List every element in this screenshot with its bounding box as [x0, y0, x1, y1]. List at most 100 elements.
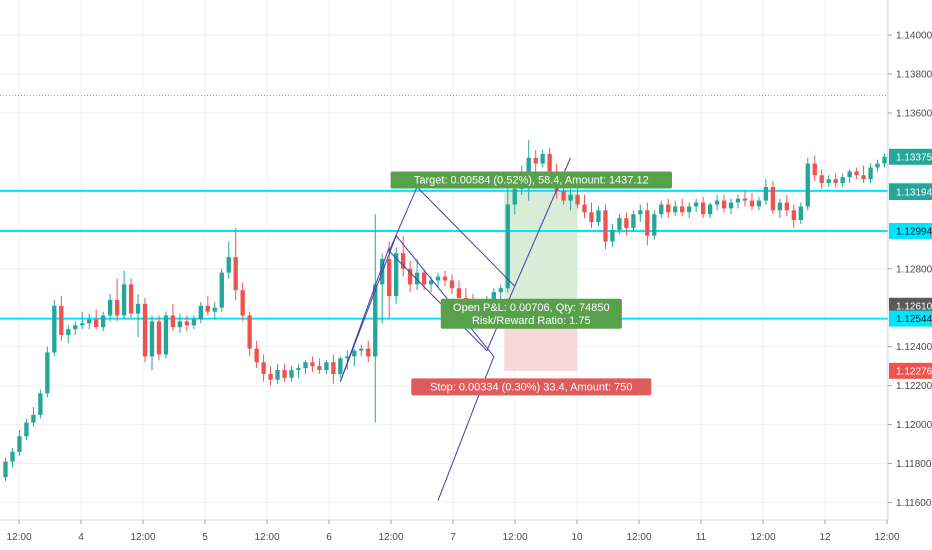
- candle-body: [331, 362, 336, 374]
- candle-body: [359, 348, 364, 351]
- candle-body: [282, 370, 287, 378]
- candle-body: [170, 315, 176, 328]
- price-tick-label: 1.11800: [896, 459, 932, 470]
- grid-lines: [0, 0, 888, 520]
- price-badge-background: [889, 362, 932, 379]
- candle-body: [742, 198, 748, 201]
- time-tick-label: 12:00: [874, 532, 899, 543]
- candle-body: [666, 204, 671, 213]
- candle-body: [707, 204, 713, 215]
- candle-body: [882, 156, 887, 164]
- candle-body: [449, 280, 455, 289]
- candle-body: [505, 204, 510, 289]
- candle-body: [156, 321, 162, 355]
- price-tick-label: 1.12200: [896, 381, 932, 392]
- price-badge-background: [889, 297, 932, 314]
- candle-body: [791, 210, 796, 221]
- time-tick-label: 10: [571, 532, 583, 543]
- candle-body: [498, 288, 503, 293]
- price-tick-label: 1.13600: [896, 108, 932, 119]
- target-zone: [504, 192, 578, 306]
- price-tick-label: 1.13800: [896, 70, 932, 81]
- candle-body: [700, 202, 706, 215]
- candle-body: [812, 163, 817, 176]
- candle-body: [338, 358, 343, 374]
- target-label-background: [390, 171, 672, 189]
- price-badge: 1.13194: [889, 184, 932, 201]
- candle-body: [428, 280, 434, 285]
- candle-body: [17, 436, 22, 452]
- candle-body: [254, 348, 259, 363]
- price-badge-background: [889, 222, 932, 239]
- candle-body: [589, 212, 594, 223]
- time-tick-label: 7: [450, 532, 456, 543]
- candle-body: [868, 167, 873, 180]
- candle-body: [149, 321, 155, 357]
- target-label: Target: 0.00584 (0.52%), 58.4, Amount: 1…: [390, 171, 672, 189]
- price-tick-label: 1.12400: [896, 342, 932, 353]
- candle-body: [261, 362, 266, 374]
- candle-body: [728, 202, 734, 209]
- time-tick-label: 12: [819, 532, 831, 543]
- candle-body: [275, 370, 280, 380]
- open-pnl-label: Open P&L: 0.00706, Qty: 74850Risk/Reward…: [440, 298, 622, 329]
- position-labels: Target: 0.00584 (0.52%), 58.4, Amount: 1…: [390, 171, 672, 396]
- candle-body: [107, 299, 113, 316]
- candle-body: [10, 451, 15, 462]
- price-badge: 1.12994: [889, 222, 932, 239]
- candle-body: [73, 325, 78, 330]
- time-axis: 12:00 4 12:00 5 12:00 6 12:00 7 12:00 10 12:00 11 12…: [0, 519, 900, 543]
- price-badge-label: 1.12610: [896, 301, 932, 312]
- candle-body: [421, 272, 427, 285]
- candle-body: [407, 268, 413, 285]
- candle-body: [610, 229, 615, 242]
- candle-body: [212, 307, 217, 312]
- stop-label: Stop: 0.00334 (0.30%) 33.4, Amount: 750: [411, 378, 652, 396]
- candle-body: [45, 352, 50, 394]
- candle-body: [38, 393, 43, 415]
- candle-body: [840, 177, 845, 184]
- candle-body: [693, 202, 699, 207]
- candle-body: [819, 175, 824, 184]
- price-axis: 1.14000 1.13800 1.13600 1.12800 1.12400 1.122…: [887, 0, 932, 520]
- candle-body: [135, 303, 141, 314]
- candle-body: [247, 315, 252, 349]
- candle-body: [512, 188, 517, 205]
- open-pnl-label-text: Open P&L: 0.00706, Qty: 74850: [453, 302, 610, 314]
- candle-body: [373, 284, 378, 357]
- price-tick-label: 1.12000: [896, 420, 932, 431]
- candle-body: [80, 323, 85, 326]
- candle-body: [289, 370, 294, 378]
- candle-body: [142, 303, 148, 357]
- candle-body: [24, 422, 29, 437]
- candle-body: [177, 321, 183, 328]
- candle-body: [847, 171, 852, 178]
- price-badge-label: 1.12994: [896, 226, 932, 237]
- candle-body: [491, 292, 496, 300]
- candle-body: [735, 198, 741, 203]
- candle-body: [526, 157, 531, 174]
- candle-body: [875, 163, 880, 168]
- candle-body: [659, 204, 664, 215]
- candle-body: [394, 253, 399, 297]
- time-tick-label: 12:00: [130, 532, 155, 543]
- candle-body: [114, 299, 120, 316]
- stop-label-text: Stop: 0.00334 (0.30%) 33.4, Amount: 750: [430, 381, 632, 393]
- candle-body: [317, 366, 322, 371]
- impulse-line: [339, 247, 390, 382]
- channel-parallelogram: [339, 234, 495, 501]
- candle-body: [854, 171, 859, 176]
- open-pnl-label-text: Risk/Reward Ratio: 1.75: [472, 315, 591, 327]
- price-badge-background: [889, 148, 932, 165]
- candle-body: [366, 348, 371, 357]
- candle-body: [540, 153, 545, 164]
- candle-body: [547, 153, 552, 172]
- candle-body: [456, 288, 462, 298]
- candle-body: [352, 350, 357, 357]
- candle-body: [763, 186, 769, 201]
- candle-body: [631, 214, 636, 228]
- candle-body: [387, 259, 392, 297]
- price-badge-background: [889, 184, 932, 201]
- price-tick-label: 1.12800: [896, 264, 932, 275]
